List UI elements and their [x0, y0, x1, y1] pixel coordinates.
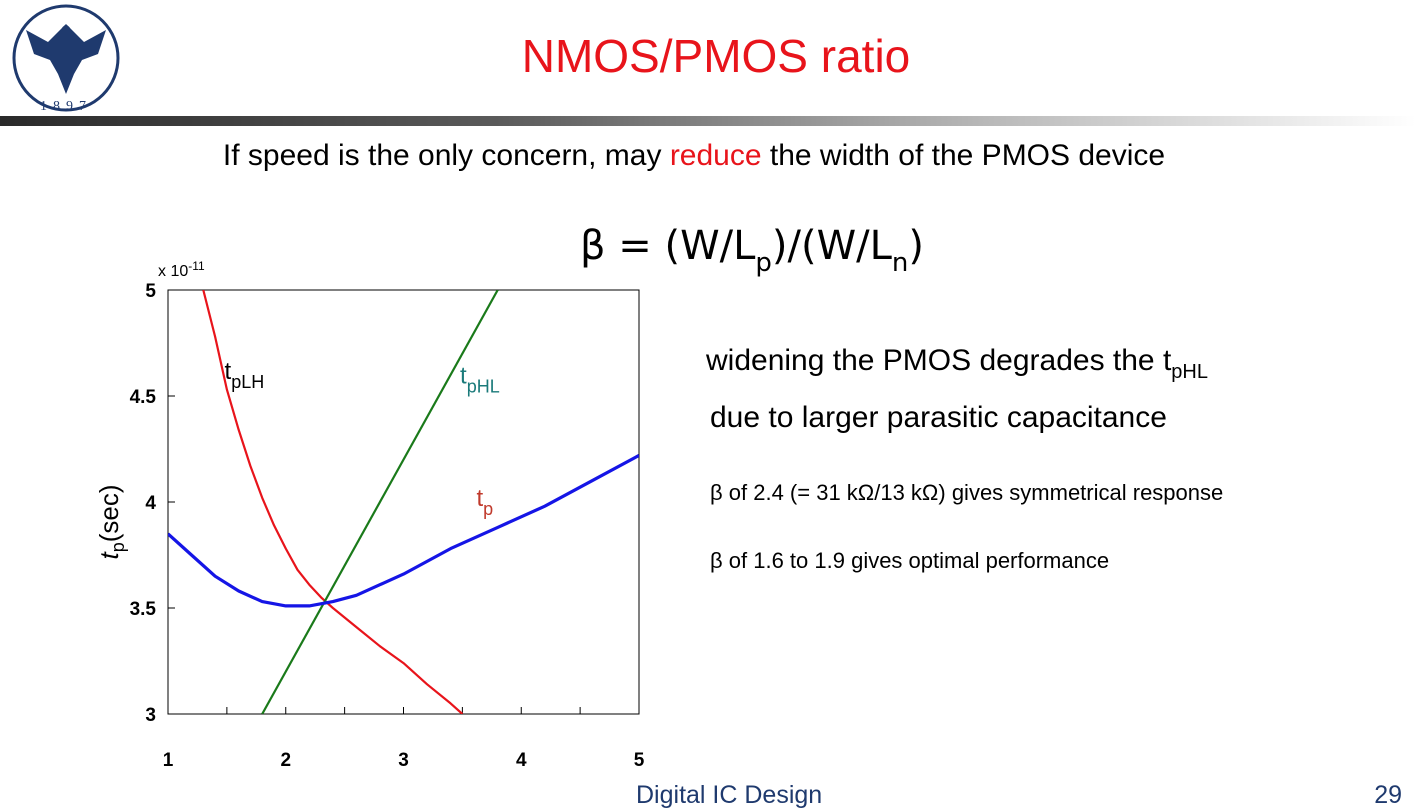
y-tick-label: 3	[145, 705, 156, 726]
subtitle: If speed is the only concern, may reduce…	[0, 136, 1388, 176]
y-multiplier: x 10-11	[158, 259, 205, 280]
series-tplh-line	[202, 290, 464, 714]
page-number: 29	[1374, 781, 1402, 809]
y-axis-label: tp(sec)	[94, 484, 128, 559]
label-tp: tp	[477, 485, 494, 519]
formula-sub-n: n	[891, 248, 909, 278]
y-tick-label: 5	[145, 281, 156, 302]
beta-formula: β = (W/Lp)/(W/Ln)	[580, 220, 924, 289]
x-tick-label: 4	[516, 750, 527, 771]
notes-block: widening the PMOS degrades the tpHL due …	[706, 338, 1208, 441]
subtitle-text-start: If speed is the only concern, may	[222, 139, 670, 172]
subtitle-highlight: reduce	[669, 139, 762, 172]
label-tphl: tpHL	[460, 362, 500, 396]
y-tick-label: 4	[145, 493, 156, 514]
formula-mid: )/(W/L	[771, 223, 892, 269]
x-tick-label: 2	[280, 750, 291, 771]
y-tick-label: 4.5	[130, 387, 157, 408]
eagle-logo: 1897	[12, 4, 120, 114]
formula-suffix: )	[908, 223, 924, 269]
note-widening-line1: widening the PMOS degrades the t	[706, 344, 1172, 377]
footer-course: Digital IC Design	[636, 781, 823, 809]
formula-prefix: β = (W/L	[580, 223, 756, 269]
logo-year: 1897	[40, 99, 92, 114]
formula-sub-p: p	[755, 248, 772, 278]
x-tick-label: 3	[398, 750, 409, 771]
note-optimal: β of 1.6 to 1.9 gives optimal performanc…	[710, 548, 1110, 573]
y-tick-label: 3.5	[130, 599, 157, 620]
series-tphl-line	[261, 290, 499, 714]
note-parasitic: due to larger parasitic capacitance	[710, 401, 1167, 434]
note-widening: widening the PMOS degrades the tpHL	[706, 338, 1208, 395]
note-widening-sub: pHL	[1171, 361, 1208, 383]
x-tick-label: 5	[634, 750, 645, 771]
slide-title: NMOS/PMOS ratio	[521, 30, 911, 82]
note-symmetrical: β of 2.4 (= 31 kΩ/13 kΩ) gives symmetric…	[710, 480, 1224, 505]
x-tick-label: 1	[163, 750, 174, 771]
label-tplh: tpLH	[225, 358, 265, 392]
subtitle-text-end: the width of the PMOS device	[761, 139, 1166, 172]
series-tp-line	[168, 453, 639, 608]
title-divider	[0, 116, 1416, 126]
plot-frame	[167, 289, 640, 715]
